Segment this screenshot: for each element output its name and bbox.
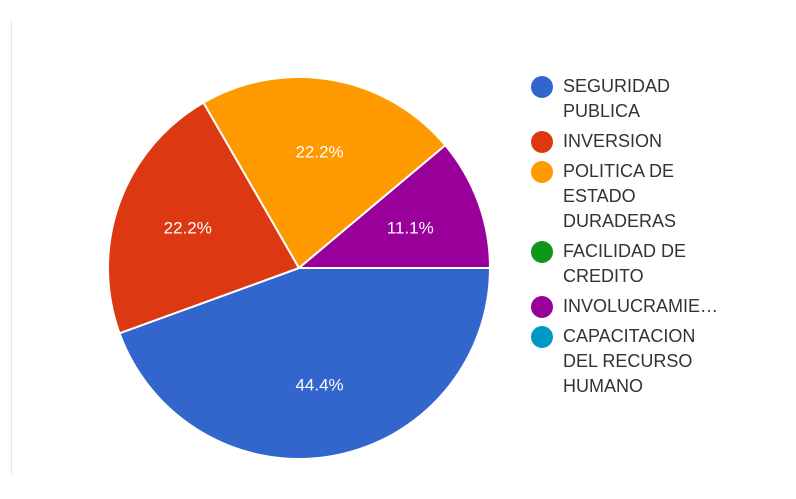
label-involucramiento: 11.1% bbox=[387, 218, 434, 237]
label-politica-de-estado: 22.2% bbox=[295, 142, 343, 161]
legend-label: POLITICA DE ESTADO DURADERAS bbox=[563, 161, 677, 231]
legend-label: FACILIDAD DE CREDITO bbox=[563, 241, 687, 286]
slice-involucramiento[interactable] bbox=[296, 143, 492, 269]
label-seguridad-publica: 44.4% bbox=[295, 376, 343, 395]
legend-item-politica-de-estado[interactable]: POLITICA DE ESTADO DURADERAS bbox=[531, 159, 781, 234]
legend-item-involucramiento[interactable]: INVOLUCRAMIE… bbox=[531, 294, 781, 319]
slice-politica-de-estado[interactable] bbox=[202, 76, 447, 270]
legend-item-seguridad-publica[interactable]: SEGURIDAD PUBLICA bbox=[531, 74, 781, 124]
legend-item-capacitacion[interactable]: CAPACITACION DEL RECURSO HUMANO bbox=[531, 324, 781, 399]
pie-chart: 44.4% 22.2% 22.2% 11.1% bbox=[107, 76, 492, 460]
legend-label: SEGURIDAD PUBLICA bbox=[563, 76, 671, 121]
legend-label: INVOLUCRAMIE… bbox=[563, 296, 719, 316]
legend: SEGURIDAD PUBLICA INVERSION POLITICA DE … bbox=[531, 74, 781, 404]
slice-inversion[interactable] bbox=[107, 101, 301, 335]
legend-item-inversion[interactable]: INVERSION bbox=[531, 129, 781, 154]
legend-label: INVERSION bbox=[563, 131, 663, 151]
legend-swatch bbox=[531, 131, 553, 153]
label-inversion: 22.2% bbox=[164, 218, 212, 237]
legend-swatch bbox=[531, 296, 553, 318]
slice-seguridad-publica[interactable] bbox=[118, 267, 492, 460]
legend-item-facilidad-de-credito[interactable]: FACILIDAD DE CREDITO bbox=[531, 239, 781, 289]
legend-swatch bbox=[531, 326, 553, 348]
legend-swatch bbox=[531, 241, 553, 263]
left-divider bbox=[11, 20, 12, 475]
legend-swatch bbox=[531, 76, 553, 98]
legend-label: CAPACITACION DEL RECURSO HUMANO bbox=[563, 326, 696, 396]
legend-swatch bbox=[531, 161, 553, 183]
